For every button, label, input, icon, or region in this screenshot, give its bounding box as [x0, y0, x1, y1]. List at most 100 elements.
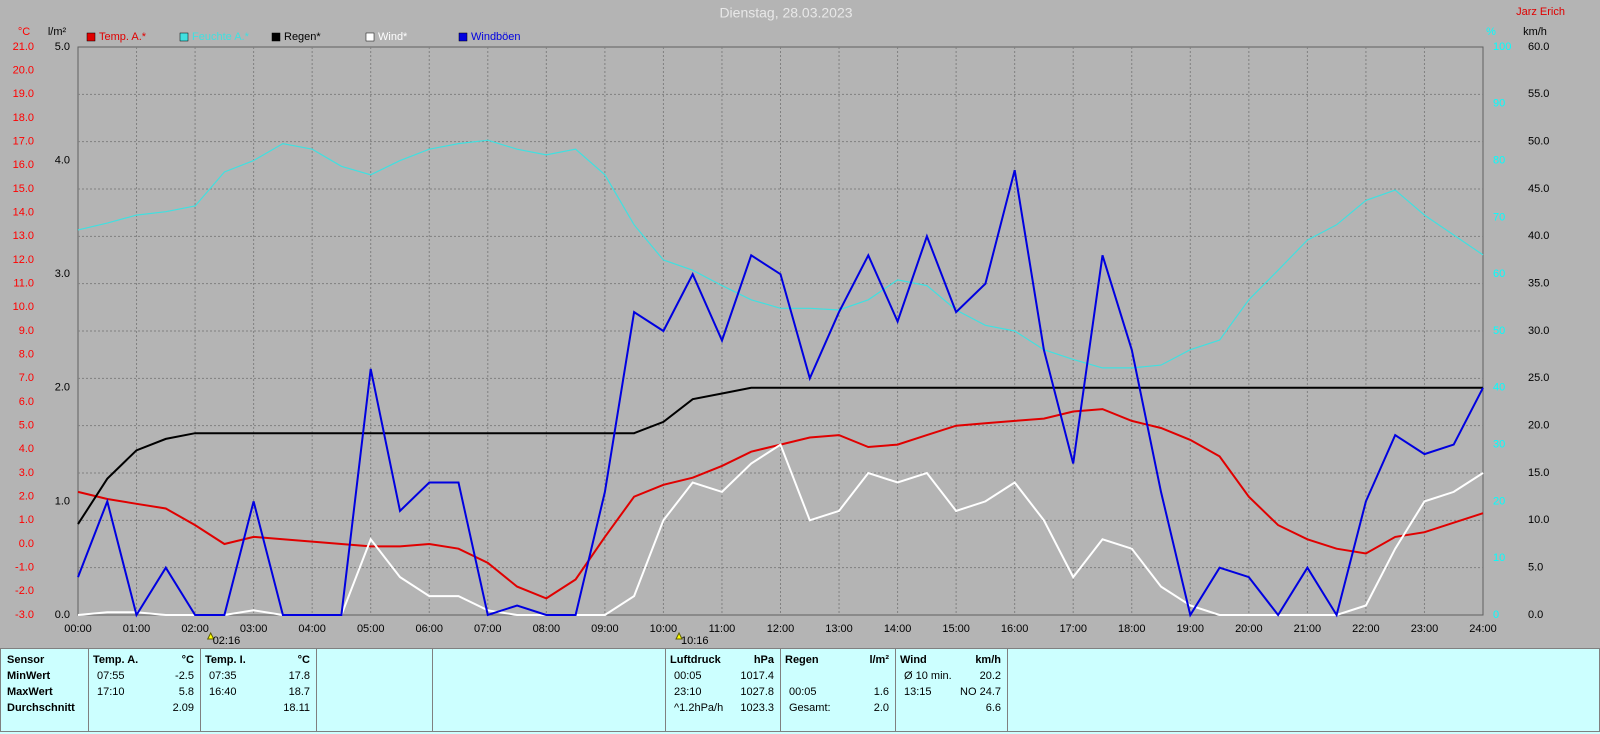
row-label: MaxWert — [7, 686, 53, 698]
stat-value: 1.6 — [873, 686, 889, 698]
stat-time: ^1.2hPa/h — [674, 702, 724, 714]
legend-label: Windböen — [471, 31, 521, 43]
legend-swatch — [458, 32, 468, 42]
y-tick-label: 90 — [1493, 98, 1505, 110]
group-name: Temp. A. — [93, 654, 139, 666]
y-tick-label: 12.0 — [13, 254, 34, 266]
x-tick-label: 11:00 — [709, 623, 736, 635]
x-tick-label: 23:00 — [1411, 623, 1439, 635]
y-tick-label: 19.0 — [13, 88, 34, 100]
stat-time: 13:15 — [904, 686, 932, 698]
x-tick-label: 05:00 — [357, 623, 385, 635]
y-tick-label: 11.0 — [13, 278, 34, 290]
stats-panel: Sensor MinWert MaxWert Durchschnitt Temp. A.… — [0, 648, 1600, 734]
stat-time: 17:10 — [97, 686, 125, 698]
y-tick-label: 40 — [1493, 382, 1505, 394]
group-name: Regen — [785, 654, 819, 666]
y-tick-label: 17.0 — [13, 136, 34, 148]
y-tick-label: 1.0 — [19, 514, 34, 526]
y-tick-label: 0 — [1493, 609, 1499, 621]
series-line — [77, 139, 1484, 369]
y-tick-label: 0.0 — [19, 538, 34, 550]
marker-icon — [206, 631, 215, 640]
legend-swatch — [271, 32, 281, 42]
x-tick-label: 22:00 — [1352, 623, 1380, 635]
axis-unit: °C — [18, 26, 30, 38]
x-tick-label: 03:00 — [240, 623, 268, 635]
legend-label: Regen* — [284, 31, 321, 43]
stat-time: 07:55 — [97, 670, 125, 682]
legend-swatch — [365, 32, 375, 42]
y-tick-label: 45.0 — [1528, 183, 1549, 195]
stat-group: Temp. A. °C 07:55 -2.5 17:10 5.8 2.09 — [88, 648, 201, 732]
row-label: Sensor — [7, 654, 45, 666]
group-unit: °C — [297, 654, 310, 666]
x-tick-label: 21:00 — [1294, 623, 1322, 635]
stat-value: 18.7 — [288, 686, 310, 698]
stat-value: 5.8 — [178, 686, 194, 698]
stat-value: 1027.8 — [740, 686, 774, 698]
group-unit: l/m² — [869, 654, 889, 666]
y-tick-label: 20 — [1493, 495, 1505, 507]
stat-value: 2.09 — [172, 702, 194, 714]
y-tick-label: 0.0 — [1528, 609, 1543, 621]
y-tick-label: 20.0 — [13, 65, 34, 77]
stat-time: 16:40 — [209, 686, 237, 698]
y-tick-label: 50.0 — [1528, 136, 1549, 148]
y-tick-label: 4.0 — [19, 443, 34, 455]
y-tick-label: 10.0 — [1528, 514, 1549, 526]
row-label: Durchschnitt — [7, 702, 75, 714]
stat-time: Ø 10 min. — [904, 670, 952, 682]
stat-group: Regen l/m² 00:05 1.6 Gesamt: 2.0 — [780, 648, 896, 732]
stat-group: Temp. I. °C 07:35 17.8 16:40 18.7 18.11 — [200, 648, 317, 732]
y-tick-label: 1.0 — [55, 495, 70, 507]
y-tick-label: 50 — [1493, 325, 1505, 337]
y-tick-label: 55.0 — [1528, 88, 1549, 100]
y-tick-label: 0.0 — [55, 609, 70, 621]
y-tick-label: 21.0 — [13, 41, 34, 53]
x-tick-label: 04:00 — [298, 623, 326, 635]
x-tick-label: 00:00 — [64, 623, 92, 635]
stat-group: Wind km/h Ø 10 min. 20.2 13:15 NO 24.7 6.6 — [895, 648, 1008, 732]
axis-unit: % — [1486, 26, 1496, 38]
stat-value: 20.2 — [979, 670, 1001, 682]
empty-box — [1007, 648, 1600, 732]
x-tick-label: 18:00 — [1118, 623, 1146, 635]
marker-icon — [675, 631, 683, 640]
y-tick-label: 30.0 — [1528, 325, 1549, 337]
y-tick-label: 2.0 — [55, 382, 70, 394]
axis-unit: l/m² — [48, 26, 67, 38]
stat-value: 6.6 — [985, 702, 1001, 714]
legend-label: Wind* — [378, 31, 408, 43]
y-tick-label: 15.0 — [1528, 467, 1549, 479]
x-tick-label: 07:00 — [474, 623, 502, 635]
y-tick-label: 3.0 — [55, 268, 70, 280]
x-tick-label: 19:00 — [1177, 623, 1205, 635]
series-line — [77, 169, 1484, 618]
stat-time: Gesamt: — [789, 702, 831, 714]
chart: Dienstag, 28.03.2023 Jarz Erich 00:00 01:… — [13, 5, 1565, 647]
x-tick-label: 12:00 — [767, 623, 795, 635]
stat-value: 1023.3 — [740, 702, 774, 714]
y-tick-label: 60 — [1493, 268, 1505, 280]
y-tick-label: -3.0 — [15, 609, 34, 621]
row-label: MinWert — [7, 670, 51, 682]
group-unit: km/h — [975, 654, 1001, 666]
legend-label: Temp. A.* — [99, 31, 147, 43]
y-tick-label: 60.0 — [1528, 41, 1549, 53]
y-tick-label: 10 — [1493, 552, 1505, 564]
author: Jarz Erich — [1516, 6, 1565, 18]
x-tick-label: 08:00 — [533, 623, 561, 635]
chart-title: Dienstag, 28.03.2023 — [719, 5, 852, 21]
y-tick-label: 70 — [1493, 211, 1505, 223]
y-tick-label: 100 — [1493, 41, 1511, 53]
legend-swatch — [179, 32, 189, 42]
x-tick-label: 20:00 — [1235, 623, 1263, 635]
x-tick-label: 13:00 — [825, 623, 853, 635]
group-unit: °C — [181, 654, 194, 666]
x-tick-label: 14:00 — [884, 623, 912, 635]
y-tick-label: 25.0 — [1528, 372, 1549, 384]
y-tick-label: 13.0 — [13, 230, 34, 242]
legend-swatch — [86, 32, 96, 42]
group-name: Wind — [900, 654, 927, 666]
